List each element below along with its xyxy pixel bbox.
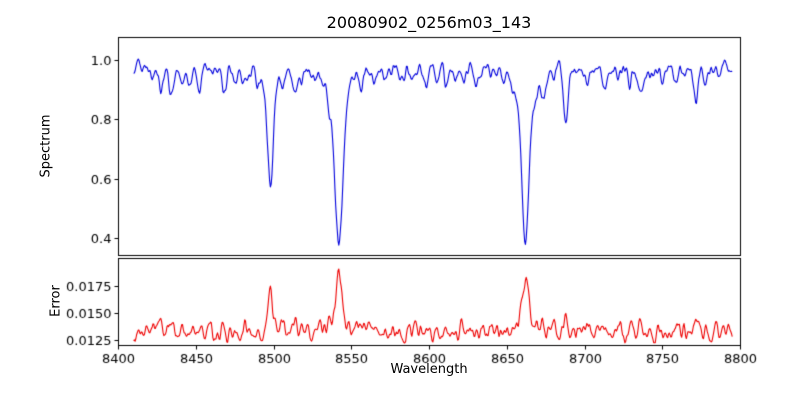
x-axis-label: Wavelength xyxy=(390,362,468,377)
chart-title: 20080902_0256m03_143 xyxy=(326,13,532,32)
error-y-axis-label: Error xyxy=(48,285,64,317)
spectrum-y-axis-label: Spectrum xyxy=(38,114,54,178)
